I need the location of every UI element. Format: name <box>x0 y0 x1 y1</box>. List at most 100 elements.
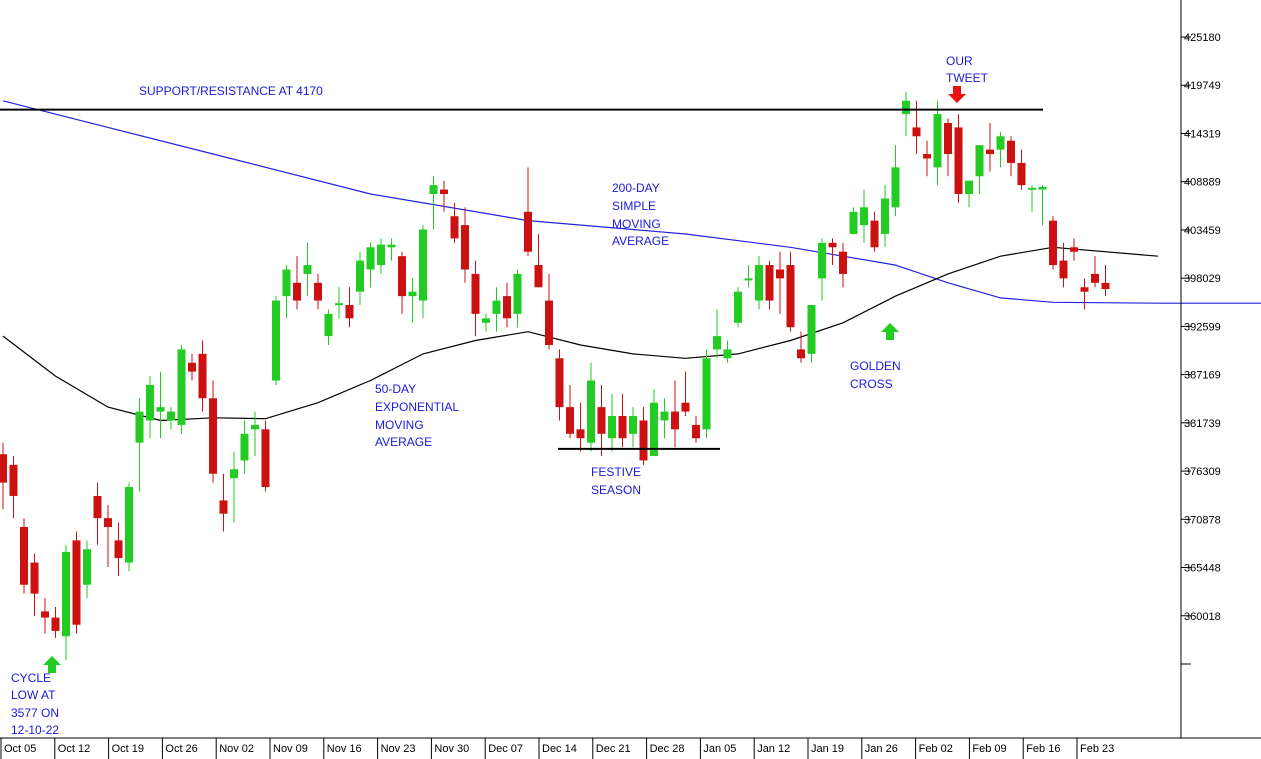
candle <box>902 91 910 137</box>
candle-body <box>471 273 480 314</box>
candle-body <box>671 411 679 430</box>
candle-body <box>1017 162 1026 186</box>
candle-body <box>1101 282 1110 290</box>
x-tick-label: Dec 07 <box>488 743 523 755</box>
candle <box>818 238 826 301</box>
candle <box>1028 185 1036 212</box>
candle-body <box>303 265 312 274</box>
x-tick-label: Nov 30 <box>434 743 469 755</box>
candle-body <box>177 349 186 425</box>
candle <box>776 251 784 314</box>
candle-body <box>818 242 826 279</box>
candle <box>167 407 175 430</box>
candle-body <box>324 313 333 337</box>
festive-label-line-1: FESTIVE <box>591 465 641 479</box>
candle <box>419 225 427 319</box>
candle <box>125 482 133 572</box>
candle-body <box>1070 247 1078 252</box>
candle-body <box>902 100 910 115</box>
candle <box>156 371 165 439</box>
candle-body <box>408 291 417 297</box>
candle <box>51 606 60 639</box>
candle <box>618 393 627 448</box>
candle <box>93 482 102 545</box>
candle-body <box>41 611 49 618</box>
candle <box>83 540 91 599</box>
x-tick-label: Jan 12 <box>757 743 790 755</box>
candle <box>555 349 564 421</box>
x-tick-label: Feb 02 <box>919 743 953 755</box>
candle-body <box>923 154 931 159</box>
candle-body <box>156 407 165 412</box>
candle <box>524 167 532 257</box>
x-tick-label: Oct 26 <box>165 743 197 755</box>
candle-body <box>492 300 501 314</box>
candle <box>314 273 322 310</box>
sma200-label-line-1: 200-DAY <box>612 181 660 195</box>
candle <box>41 598 49 634</box>
our-tweet-label-line-1: OUR <box>946 54 973 68</box>
y-tick-label: 376309 <box>1184 466 1221 478</box>
candle-body <box>51 617 60 631</box>
candle <box>1007 136 1015 177</box>
cycle-low-label-line-3: 3577 ON <box>11 706 59 720</box>
candle-body <box>534 265 543 288</box>
candle <box>482 313 490 332</box>
candle <box>765 260 774 310</box>
candle <box>608 393 616 452</box>
candle <box>450 202 459 243</box>
candle-body <box>524 211 532 252</box>
candle-body <box>1091 273 1099 283</box>
candle-body <box>891 167 900 208</box>
candle <box>1101 265 1110 297</box>
support-lines-layer <box>0 108 1043 450</box>
candle <box>1017 149 1026 190</box>
candle-body <box>597 407 606 434</box>
candle-body <box>72 540 81 625</box>
candle <box>996 131 1005 168</box>
sma200-label-line-3: MOVING <box>612 217 661 231</box>
y-tick-layer: 425180 419749 414319 408889 403459 398029 3925… <box>1181 32 1221 665</box>
x-tick-label: Dec 28 <box>650 743 685 755</box>
candle-body <box>692 424 700 439</box>
candle-body <box>786 265 795 328</box>
candle-body <box>944 122 952 155</box>
candle <box>828 238 837 266</box>
candle-body <box>482 318 490 323</box>
candle <box>671 380 679 448</box>
candle <box>135 398 144 492</box>
candle-body <box>0 454 7 483</box>
y-axis: 425180 419749 414319 408889 403459 398029 3925… <box>1180 0 1221 738</box>
candle <box>429 176 438 230</box>
candle-body <box>30 562 39 594</box>
plot-area <box>0 91 1261 661</box>
candle <box>30 553 39 616</box>
y-tick-label: 425180 <box>1184 32 1221 44</box>
ema50-label-line-4: AVERAGE <box>375 435 432 449</box>
candle-body <box>261 429 270 488</box>
candle-body <box>912 127 921 137</box>
support-resistance-label: SUPPORT/RESISTANCE AT 4170 <box>139 84 323 98</box>
x-tick-label: Oct 12 <box>58 743 90 755</box>
candle-body <box>744 278 753 281</box>
candle-body <box>125 487 133 563</box>
candle <box>398 251 406 314</box>
candle-body <box>83 549 91 585</box>
candle-body <box>146 384 154 421</box>
ema50-label-line-3: MOVING <box>375 418 424 432</box>
candle-body <box>1007 140 1015 163</box>
candle-body <box>776 269 784 279</box>
candle <box>965 180 973 208</box>
candle <box>198 340 207 412</box>
candle <box>356 251 364 306</box>
candle-body <box>828 242 837 248</box>
candle <box>177 344 186 434</box>
candle <box>797 331 805 363</box>
candle <box>219 473 228 532</box>
annotations: SUPPORT/RESISTANCE AT 4170 OUR TWEET 200… <box>11 54 989 737</box>
candle <box>891 145 900 217</box>
our-tweet-arrow-icon <box>948 86 966 103</box>
candle <box>713 309 721 359</box>
candle-body <box>429 185 438 195</box>
candle-body <box>954 127 963 195</box>
